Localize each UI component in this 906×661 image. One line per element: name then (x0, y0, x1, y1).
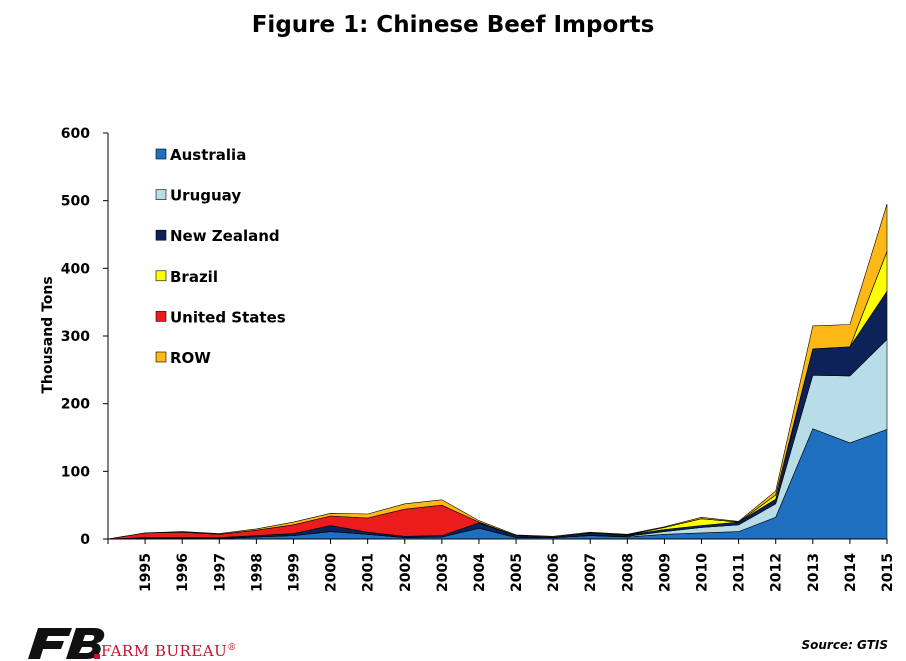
x-tick-label: 1996 (175, 553, 191, 592)
legend-swatch (155, 189, 167, 200)
x-tick-label: 2013 (806, 553, 822, 592)
legend-swatch (155, 351, 167, 363)
legend-label: Uruguay (170, 187, 241, 205)
farm-bureau-logo-icon (28, 628, 105, 659)
y-ticks: 0 100 200 300 400 500 600 (61, 126, 108, 548)
chart-title: Figure 1: Chinese Beef Imports (251, 12, 655, 38)
legend-swatch (155, 229, 167, 241)
legend: Australia Uruguay New Zealand Brazil United … (155, 146, 286, 367)
y-tick-label: 600 (61, 126, 90, 142)
x-tick-label: 2015 (880, 553, 896, 592)
x-tick-label: 2005 (509, 553, 525, 592)
logo-text: FARM BUREAU® (101, 642, 237, 660)
y-tick-label: 300 (61, 329, 90, 345)
legend-label: Brazil (170, 268, 218, 286)
legend-label: United States (170, 308, 286, 326)
x-ticks: 1995 1996 1997 1998 1999 2000 2001 2002 2003 2004… (107, 539, 896, 592)
x-tick-label: 2000 (324, 553, 340, 592)
x-tick-label: 2003 (435, 553, 451, 592)
x-tick-label: 2004 (472, 553, 488, 592)
x-tick-label: 2002 (398, 553, 414, 592)
y-axis-label: Thousand Tons (40, 276, 56, 393)
legend-swatch (155, 270, 167, 282)
y-tick-label: 200 (61, 397, 90, 413)
legend-swatch (155, 148, 167, 160)
source-note: Source: GTIS (801, 638, 888, 652)
area-australia (107, 428, 888, 540)
legend-label: Australia (170, 146, 246, 164)
x-tick-label: 2001 (361, 553, 377, 592)
y-tick-label: 100 (61, 464, 90, 480)
legend-swatch (155, 311, 167, 322)
x-tick-label: 2012 (769, 553, 785, 592)
y-tick-label: 0 (80, 532, 90, 548)
x-tick-label: 1995 (138, 553, 154, 592)
area-layers (107, 204, 888, 540)
legend-label: ROW (170, 349, 211, 367)
x-tick-label: 2008 (620, 553, 636, 592)
legend-label: New Zealand (170, 227, 280, 245)
x-tick-label: 2006 (546, 553, 562, 592)
area-row (107, 204, 888, 540)
x-tick-label: 2011 (732, 553, 748, 592)
x-tick-label: 2009 (657, 553, 673, 592)
x-tick-label: 2010 (695, 553, 711, 592)
y-tick-label: 500 (61, 194, 90, 210)
x-tick-label: 1998 (249, 553, 265, 592)
x-tick-label: 2007 (583, 553, 599, 592)
area-uruguay (107, 338, 888, 540)
x-tick-label: 1997 (212, 553, 228, 592)
y-tick-label: 400 (61, 261, 90, 277)
x-tick-label: 2014 (843, 553, 859, 592)
x-tick-label: 1999 (286, 553, 302, 592)
